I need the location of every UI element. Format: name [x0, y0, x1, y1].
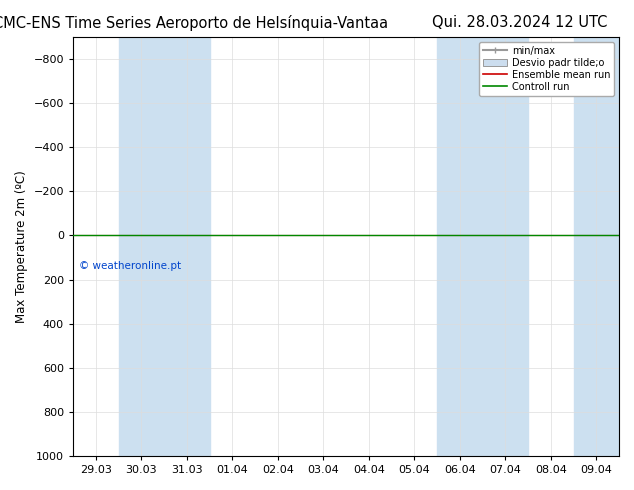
Legend: min/max, Desvio padr tilde;o, Ensemble mean run, Controll run: min/max, Desvio padr tilde;o, Ensemble m… [479, 42, 614, 96]
Bar [119, 37, 210, 456]
Text: © weatheronline.pt: © weatheronline.pt [79, 261, 181, 271]
Bar [574, 37, 634, 456]
Bar [437, 37, 528, 456]
Text: CMC-ENS Time Series Aeroporto de Helsínquia-Vantaa: CMC-ENS Time Series Aeroporto de Helsínq… [0, 15, 388, 31]
Text: Qui. 28.03.2024 12 UTC: Qui. 28.03.2024 12 UTC [432, 15, 607, 30]
Y-axis label: Max Temperature 2m (ºC): Max Temperature 2m (ºC) [15, 170, 28, 323]
